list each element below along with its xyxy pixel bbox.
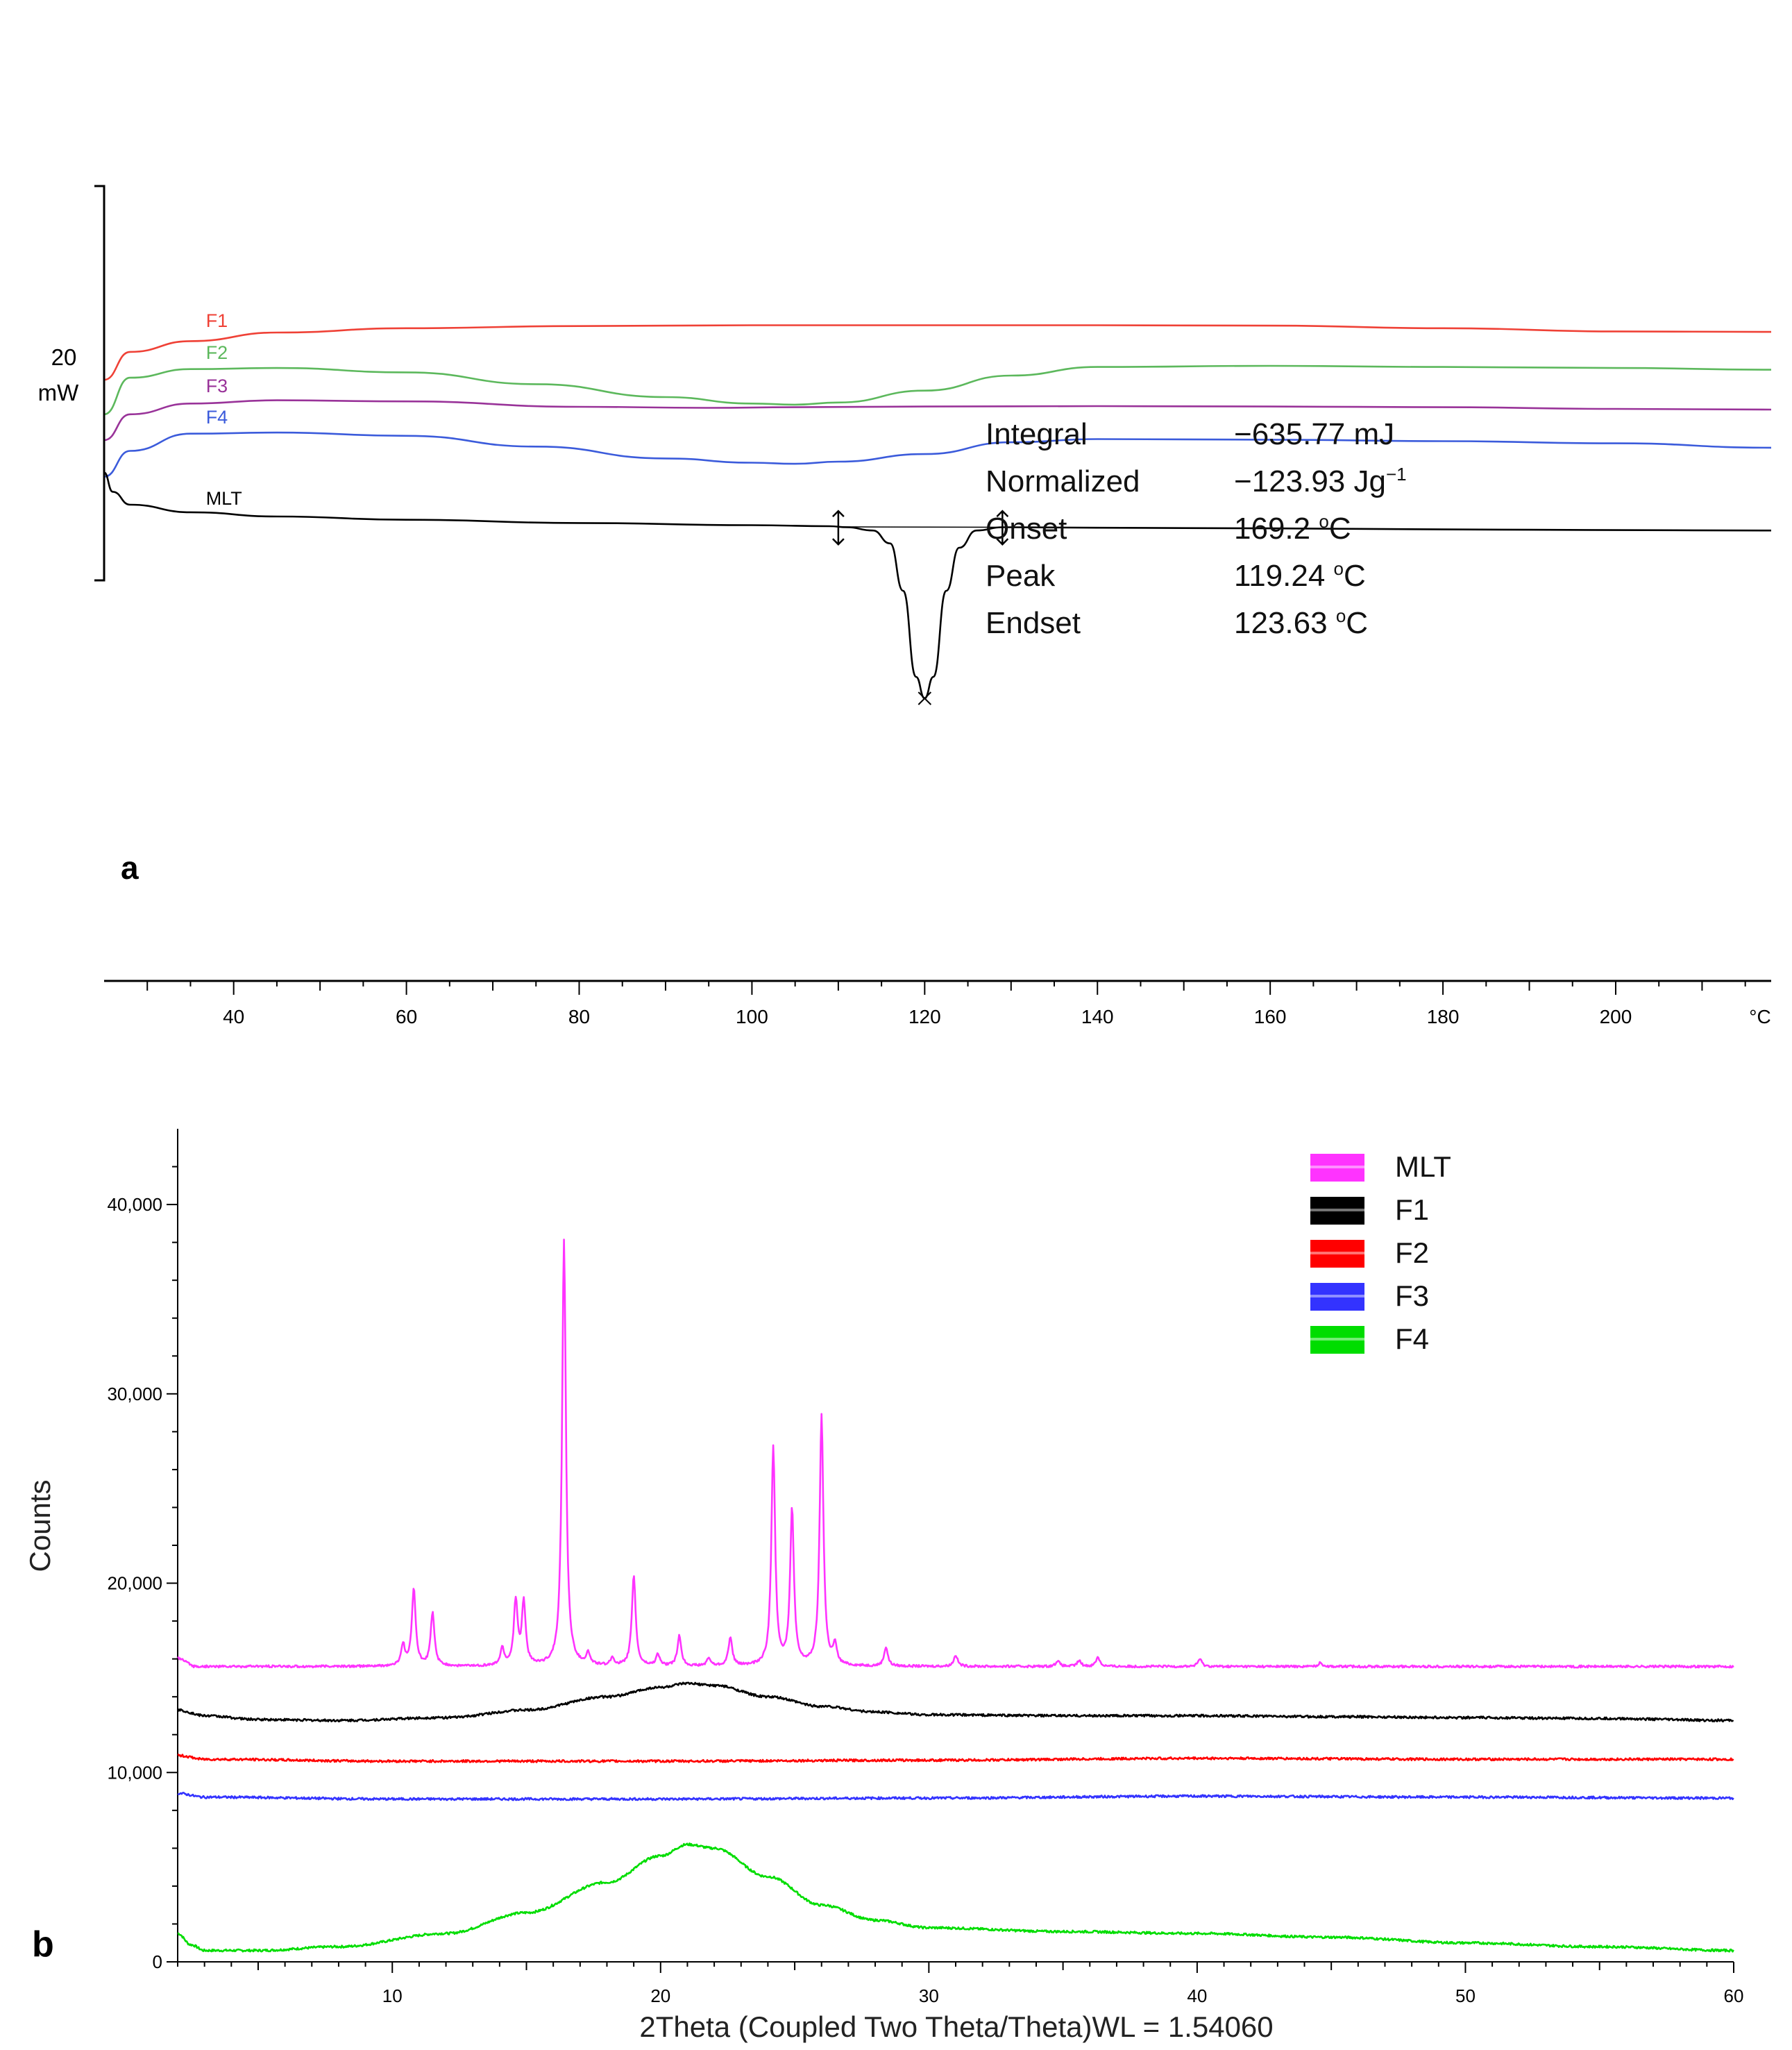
legend-swatch-f4 xyxy=(1310,1326,1364,1354)
panel-b-label: b xyxy=(32,1924,54,1965)
dsc-curve-f3 xyxy=(103,399,1772,442)
legend-label-f1: F1 xyxy=(1395,1193,1429,1226)
dsc-panel: F1 F2 F3 F4 MLT 20 mW 40 60 80 100 120 140 160 180 2… xyxy=(38,185,1772,1027)
annotation-value-suffix: C xyxy=(1346,606,1368,640)
annotation-label-endset: Endset xyxy=(986,606,1081,640)
annotation-value-main: 123.63 xyxy=(1234,606,1336,640)
dsc-tick-label: 120 xyxy=(908,1006,941,1027)
xrd-y-tick-label: 30,000 xyxy=(107,1384,162,1404)
legend-swatch-mlt xyxy=(1310,1154,1364,1182)
dsc-label-f3: F3 xyxy=(206,376,228,396)
annotation-label-normalized: Normalized xyxy=(986,464,1140,498)
annotation-value-suffix: C xyxy=(1329,512,1351,546)
annotation-value-endset: 123.63 oC xyxy=(1234,605,1368,640)
scale-bar-value: 20 xyxy=(51,344,77,370)
dsc-annotation-table: Integral −635.77 mJ Normalized −123.93 Jg−1… xyxy=(986,417,1407,640)
annotation-value-peak: 119.24 oC xyxy=(1234,558,1366,593)
annotation-value-integral: −635.77 mJ xyxy=(1234,417,1394,451)
legend-label-mlt: MLT xyxy=(1395,1150,1451,1183)
dsc-tick-label: 200 xyxy=(1600,1006,1632,1027)
xrd-curve-f2 xyxy=(177,1753,1734,1763)
dsc-x-ticks: 40 60 80 100 120 140 160 180 200 xyxy=(146,981,1746,1027)
dsc-label-f2: F2 xyxy=(206,342,228,363)
scale-bar-unit: mW xyxy=(38,380,79,405)
xrd-y-tick-label: 0 xyxy=(153,1951,162,1972)
dsc-curve-mlt xyxy=(103,471,1772,700)
legend-swatch-sheen xyxy=(1310,1209,1364,1211)
dsc-tick-label: 100 xyxy=(736,1006,768,1027)
legend-label-f4: F4 xyxy=(1395,1322,1429,1355)
dsc-x-unit: °C xyxy=(1749,1006,1770,1027)
xrd-x-tick-label: 60 xyxy=(1724,1985,1744,2006)
dsc-label-f1: F1 xyxy=(206,310,228,331)
dsc-label-mlt: MLT xyxy=(206,488,242,509)
xrd-y-tick-label: 40,000 xyxy=(107,1194,162,1215)
dsc-tick-label: 140 xyxy=(1081,1006,1114,1027)
dsc-tick-label: 160 xyxy=(1254,1006,1287,1027)
xrd-x-ticks: 10 20 30 40 50 60 xyxy=(177,1962,1744,2006)
dsc-curve-labels: F1 F2 F3 F4 MLT xyxy=(206,310,242,509)
annotation-value-superscript: o xyxy=(1334,558,1344,579)
legend-swatch-f2 xyxy=(1310,1240,1364,1268)
annotation-value-main: −123.93 Jg xyxy=(1234,464,1386,498)
legend-swatch-f3 xyxy=(1310,1283,1364,1311)
annotation-value-superscript: o xyxy=(1319,511,1328,532)
xrd-curve-f3 xyxy=(177,1792,1734,1801)
annotation-label-onset: Onset xyxy=(986,512,1067,546)
annotation-label-peak: Peak xyxy=(986,559,1056,593)
legend-swatch-sheen xyxy=(1310,1166,1364,1168)
xrd-y-axis-label: Counts xyxy=(24,1479,56,1572)
xrd-y-tick-label: 20,000 xyxy=(107,1573,162,1594)
legend-swatch-sheen xyxy=(1310,1295,1364,1297)
integration-baseline xyxy=(838,526,1003,528)
dsc-label-f4: F4 xyxy=(206,407,228,428)
xrd-curve-f1 xyxy=(176,1681,1734,1723)
dsc-tick-label: 180 xyxy=(1427,1006,1460,1027)
annotation-value-onset: 169.2 oC xyxy=(1234,511,1351,546)
xrd-x-tick-label: 10 xyxy=(382,1985,403,2006)
panel-a-label: a xyxy=(121,850,139,886)
xrd-y-ticks: 0 10,000 20,000 30,000 40,000 xyxy=(107,1166,178,1972)
legend-swatch-sheen xyxy=(1310,1252,1364,1254)
annotation-value-superscript: o xyxy=(1336,605,1346,626)
integration-limit-marker xyxy=(831,510,845,546)
dsc-curves xyxy=(103,324,1772,700)
dsc-scale-bar xyxy=(94,185,105,582)
dsc-curve-f2 xyxy=(103,364,1772,416)
annotation-value-main: 119.24 xyxy=(1234,559,1334,593)
xrd-y-tick-label: 10,000 xyxy=(107,1762,162,1783)
peak-marker xyxy=(918,691,932,705)
xrd-panel: 0 10,000 20,000 30,000 40,000 10 20 30 40 50 60 C… xyxy=(24,1129,1743,2043)
xrd-x-tick-label: 30 xyxy=(919,1985,939,2006)
xrd-x-axis-label: 2Theta (Coupled Two Theta/Theta)WL = 1.5… xyxy=(639,2010,1273,2043)
legend-label-f3: F3 xyxy=(1395,1279,1429,1312)
xrd-curve-mlt xyxy=(177,1238,1734,1669)
dsc-tick-label: 80 xyxy=(568,1006,590,1027)
legend-swatch-sheen xyxy=(1310,1338,1364,1341)
dsc-tick-label: 60 xyxy=(396,1006,417,1027)
annotation-value-main: −635.77 mJ xyxy=(1234,417,1394,451)
dsc-integration-markers xyxy=(831,510,1009,705)
annotation-value-main: 169.2 xyxy=(1234,512,1319,546)
legend-swatch-f1 xyxy=(1310,1197,1364,1225)
xrd-x-tick-label: 20 xyxy=(650,1985,670,2006)
xrd-legend: MLT F1 F2 F3 F4 xyxy=(1310,1150,1451,1355)
dsc-curve-f1 xyxy=(103,324,1772,381)
dsc-curve-f4 xyxy=(103,431,1772,478)
xrd-curves xyxy=(176,1238,1734,1953)
dsc-tick-label: 40 xyxy=(223,1006,244,1027)
xrd-x-tick-label: 50 xyxy=(1455,1985,1476,2006)
annotation-label-integral: Integral xyxy=(986,417,1088,451)
xrd-x-tick-label: 40 xyxy=(1187,1985,1207,2006)
annotation-value-suffix: C xyxy=(1344,559,1366,593)
xrd-curve-f4 xyxy=(177,1842,1734,1953)
annotation-value-normalized: −123.93 Jg−1 xyxy=(1234,464,1407,498)
annotation-value-superscript: −1 xyxy=(1386,464,1407,485)
legend-label-f2: F2 xyxy=(1395,1236,1429,1269)
